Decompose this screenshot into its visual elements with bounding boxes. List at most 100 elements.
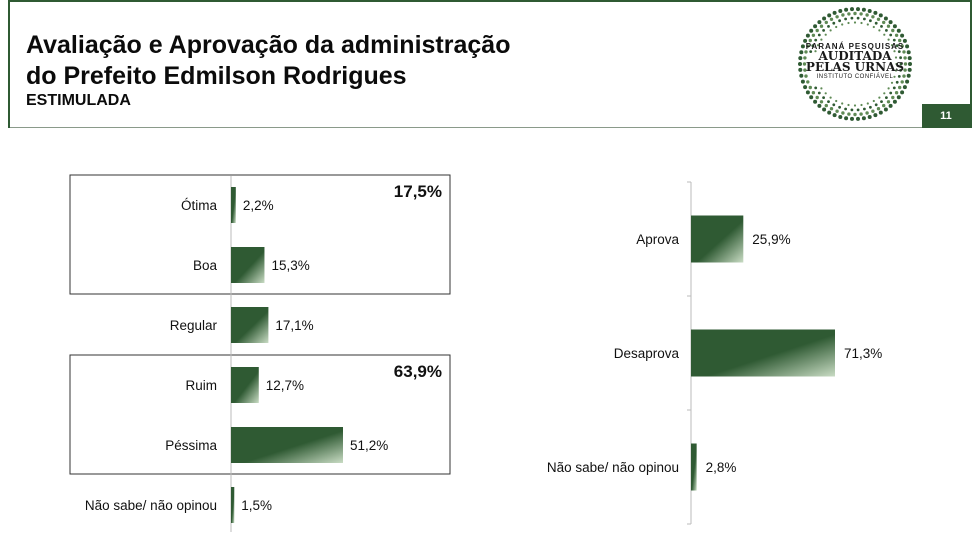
bar-otima [231,187,236,223]
logo-dot [885,29,888,32]
logo-dot [814,50,817,53]
logo-dot [893,50,896,53]
logo-dot [892,38,896,42]
logo-dot [805,90,810,95]
logo-dot [799,50,804,55]
logo-dot [895,80,899,84]
logo-dot [905,44,910,49]
logo-dot [817,20,822,25]
value-label-nao-sabe-nao-opinou: 1,5% [241,498,272,513]
header-top-border [8,0,972,2]
logo-dot [896,28,901,33]
logo-dot [876,17,881,21]
title-line-2: do Prefeito Edmilson Rodrigues [26,62,407,90]
logo-dot [860,21,863,25]
logo-dot [856,116,860,121]
logo-dot [847,103,850,107]
logo-dot [876,107,881,111]
logo-dot [827,110,832,115]
logo-dot [844,107,847,111]
logo-dot [896,95,901,100]
logo-dot [832,113,837,118]
logo-dot [841,111,845,115]
logo-dot [809,50,813,53]
logo-dot [860,103,863,107]
logo-dot [817,33,821,37]
group-total-label: 17,5% [394,182,442,201]
logo-dot-ring [798,7,912,121]
logo-dot [844,17,847,21]
logo-dot [906,73,911,78]
logo-dot [838,9,843,13]
logo-dot [866,102,869,105]
logo-dot [827,13,832,18]
value-label-aprova: 25,9% [752,232,790,247]
value-label-regular: 17,1% [275,318,313,333]
page-subtitle: ESTIMULADA [26,92,131,109]
logo-dot [811,33,816,37]
logo-dot [805,33,810,38]
logo-line-2: AUDITADA [818,49,892,63]
bar-aprova [691,215,744,263]
logo-dot [814,86,818,90]
logo-dot [863,107,866,111]
logo-dot [907,67,912,72]
logo-dot [844,116,849,121]
logo-dot [878,29,881,32]
logo-dot [902,50,906,54]
logo-dot [820,87,823,90]
logo-dot [894,69,898,72]
logo-dot [853,21,857,24]
logo-dot [886,24,891,28]
group-total-label: 63,9% [394,362,442,381]
logo-dot [824,103,828,108]
logo-dot [892,99,897,104]
value-label-ruim: 12,7% [266,378,304,393]
logo-dot [887,87,890,90]
logo-dot [814,38,818,42]
logo-dot [899,56,902,60]
logo-dot [891,28,895,33]
logo-dot [872,25,875,29]
logo-dot [867,9,872,13]
logo-dot [903,56,907,60]
category-label-pessima: Péssima [165,438,217,453]
logo-dot [838,19,841,23]
logo-dot [819,24,824,28]
logo-dot [871,15,875,19]
logo-dot [890,44,894,47]
logo-dot [900,80,904,84]
bar-boa [231,247,265,283]
logo-dot [817,103,822,108]
logo-dot [866,23,869,26]
logo-dot [829,17,834,21]
logo-dot [808,38,812,43]
logo-dot [883,92,886,95]
logo-dot [878,96,881,99]
logo-dot [900,90,905,95]
logo-dot [822,16,827,21]
logo-dot [819,100,824,104]
logo-dot [893,75,896,78]
logo-dot [853,11,857,16]
logo-dot [803,38,808,43]
logo-dot [900,44,904,48]
logo-dot [829,29,832,32]
bar-nao-sabe-nao-opinou [231,487,235,523]
logo-dot [902,85,907,90]
logo-dot [878,110,883,115]
logo-dot [804,74,808,78]
logo-dot [903,62,908,66]
logo-line-1: PARANÁ PESQUISAS [805,42,905,51]
value-label-pessima: 51,2% [350,438,388,453]
logo-dot [824,20,828,25]
logo-dot [841,102,844,105]
logo-dot [898,85,902,90]
logo-dot [841,13,845,17]
category-label-nao-sabe-nao-opinou: Não sabe/ não opinou [85,498,217,513]
logo-dot [804,50,808,54]
logo-dot [827,100,830,103]
logo-dot [798,56,803,61]
logo-dot [815,28,819,33]
logo-dot [850,7,854,12]
